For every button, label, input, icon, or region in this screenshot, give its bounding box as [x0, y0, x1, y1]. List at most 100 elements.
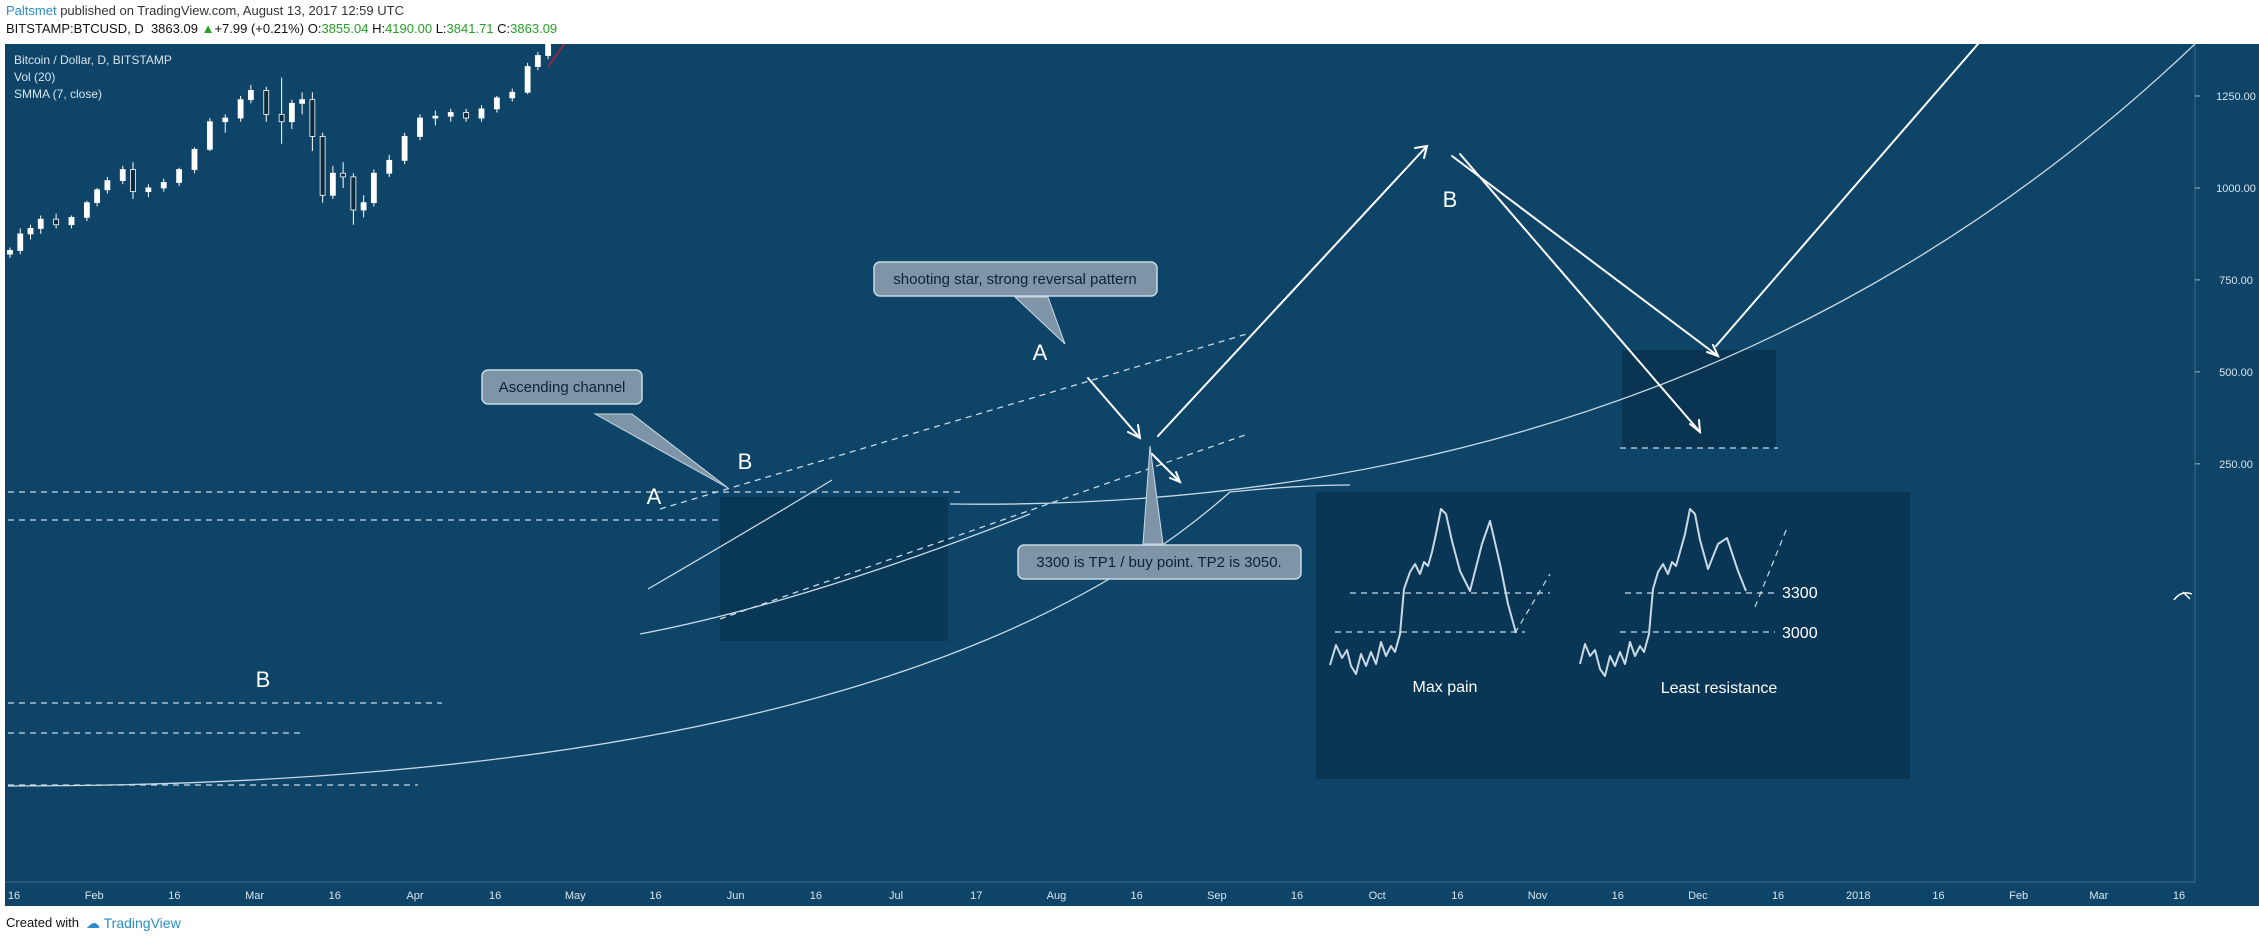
up-arrow-icon: ▲ [201, 21, 215, 36]
tradingview-link[interactable]: TradingView [103, 915, 181, 931]
candle-body [247, 90, 254, 101]
publish-header: Paltsmet published on TradingView.com, A… [0, 0, 2259, 44]
publish-info: Paltsmet published on TradingView.com, A… [6, 3, 404, 18]
scroll-right-icon[interactable] [2173, 591, 2193, 601]
candle-body [7, 250, 13, 255]
x-tick-label: Aug [1047, 890, 1067, 902]
x-tick-label: 16 [649, 890, 661, 902]
x-tick-label: Nov [1528, 890, 1548, 902]
x-tick-label: 16 [8, 890, 20, 902]
candle [17, 228, 24, 255]
legend-series-name: Bitcoin / Dollar, D, BITSTAMP [14, 53, 172, 67]
target-box [1622, 350, 1776, 448]
candle [53, 213, 60, 229]
candle [130, 162, 136, 199]
candle-body [350, 176, 357, 211]
x-tick-label: 16 [1130, 890, 1142, 902]
scenario-label-max-pain: Max pain [1413, 679, 1478, 696]
candle [104, 176, 111, 194]
x-tick-label: Mar [2089, 890, 2108, 902]
candle-body [299, 99, 306, 104]
legend-smma: SMMA (7, close) [14, 87, 102, 101]
candle [83, 200, 90, 222]
candle-body [463, 112, 470, 119]
y-tick-label: 1000.00 [2216, 183, 2256, 195]
candle-body [83, 202, 90, 218]
candle [417, 114, 423, 141]
candle-body [191, 148, 198, 170]
high-label: H: [372, 21, 386, 36]
candle-body [27, 228, 34, 235]
candle-body [478, 108, 485, 119]
candle [222, 114, 229, 133]
candle-body [386, 159, 393, 174]
created-with-label: Created with [6, 915, 79, 930]
candle [27, 224, 34, 240]
candle-body [509, 91, 516, 99]
x-tick-label: 16 [1772, 890, 1784, 902]
chart-area[interactable]: 250.00500.00750.001000.001250.001500.001… [0, 0, 2259, 906]
candle [247, 84, 254, 104]
scenario-level-3300: 3300 [1782, 585, 1818, 602]
candle-body [119, 169, 126, 181]
candle [7, 247, 13, 258]
candle-body [222, 117, 229, 123]
legend-volume: Vol (20) [14, 70, 55, 84]
time-scale-background[interactable] [5, 882, 2195, 906]
x-tick-label: 16 [1291, 890, 1303, 902]
x-tick-label: 16 [168, 890, 180, 902]
candle-body [329, 172, 336, 196]
low-value: 3841.71 [446, 21, 494, 36]
last-price: 3863.09 [150, 21, 198, 36]
x-tick-label: 17 [970, 890, 982, 902]
x-tick-label: Mar [245, 890, 264, 902]
x-tick-label: Oct [1369, 890, 1386, 902]
candle-body [263, 90, 270, 115]
x-tick-label: May [565, 890, 586, 902]
recovery-arrow-up [1715, 43, 1979, 347]
x-tick-label: Jul [889, 890, 903, 902]
x-tick-label: Feb [85, 890, 104, 902]
candle [278, 77, 285, 144]
least-resistance-path [1579, 508, 1747, 677]
callout-target-points-text: 3300 is TP1 / buy point. TP2 is 3050. [1036, 554, 1281, 571]
x-tick-label: Apr [406, 890, 423, 902]
scenario-panel [1316, 492, 1910, 779]
candle [350, 173, 357, 225]
candle [176, 167, 183, 187]
x-tick-label: Feb [2009, 890, 2028, 902]
candle-body [447, 112, 454, 117]
tradingview-brand[interactable]: ☁ TradingView [86, 915, 181, 932]
cloud-logo-icon: ☁ [86, 915, 100, 931]
x-tick-label: 16 [1612, 890, 1624, 902]
candle-body [68, 216, 75, 226]
footer-bar: Created with ☁ TradingView [0, 906, 2259, 941]
candle-body [493, 97, 500, 110]
price-chart[interactable]: 250.00500.00750.001000.001250.001500.001… [0, 0, 2259, 906]
author-link[interactable]: Paltsmet [6, 3, 57, 18]
candle [360, 195, 367, 218]
wave-label-b-october: B [1443, 187, 1458, 212]
candle-body [360, 202, 367, 211]
wave-label-b-march: B [256, 667, 271, 692]
projection-arrow-up [1157, 145, 1428, 437]
candle-body [340, 172, 347, 178]
projection-arrow-down-2 [1151, 453, 1181, 483]
candle-body [417, 117, 423, 137]
publish-text: published on TradingView.com, August 13,… [56, 3, 404, 18]
candle [370, 169, 377, 207]
candle [145, 184, 152, 198]
consolidation-box [720, 497, 948, 641]
high-value: 4190.00 [385, 21, 433, 36]
candle [493, 95, 500, 113]
candle [94, 187, 101, 207]
candle [299, 92, 306, 115]
correction-arrow-outer [1459, 153, 1701, 433]
price-scale-background[interactable] [2195, 44, 2259, 906]
candle-body [319, 136, 326, 196]
channel-lower-line [719, 434, 1246, 620]
callout-target-points [1017, 544, 1302, 580]
candle [401, 132, 408, 165]
callout-ascending-channel [481, 369, 643, 405]
x-tick-label: Dec [1688, 890, 1708, 902]
